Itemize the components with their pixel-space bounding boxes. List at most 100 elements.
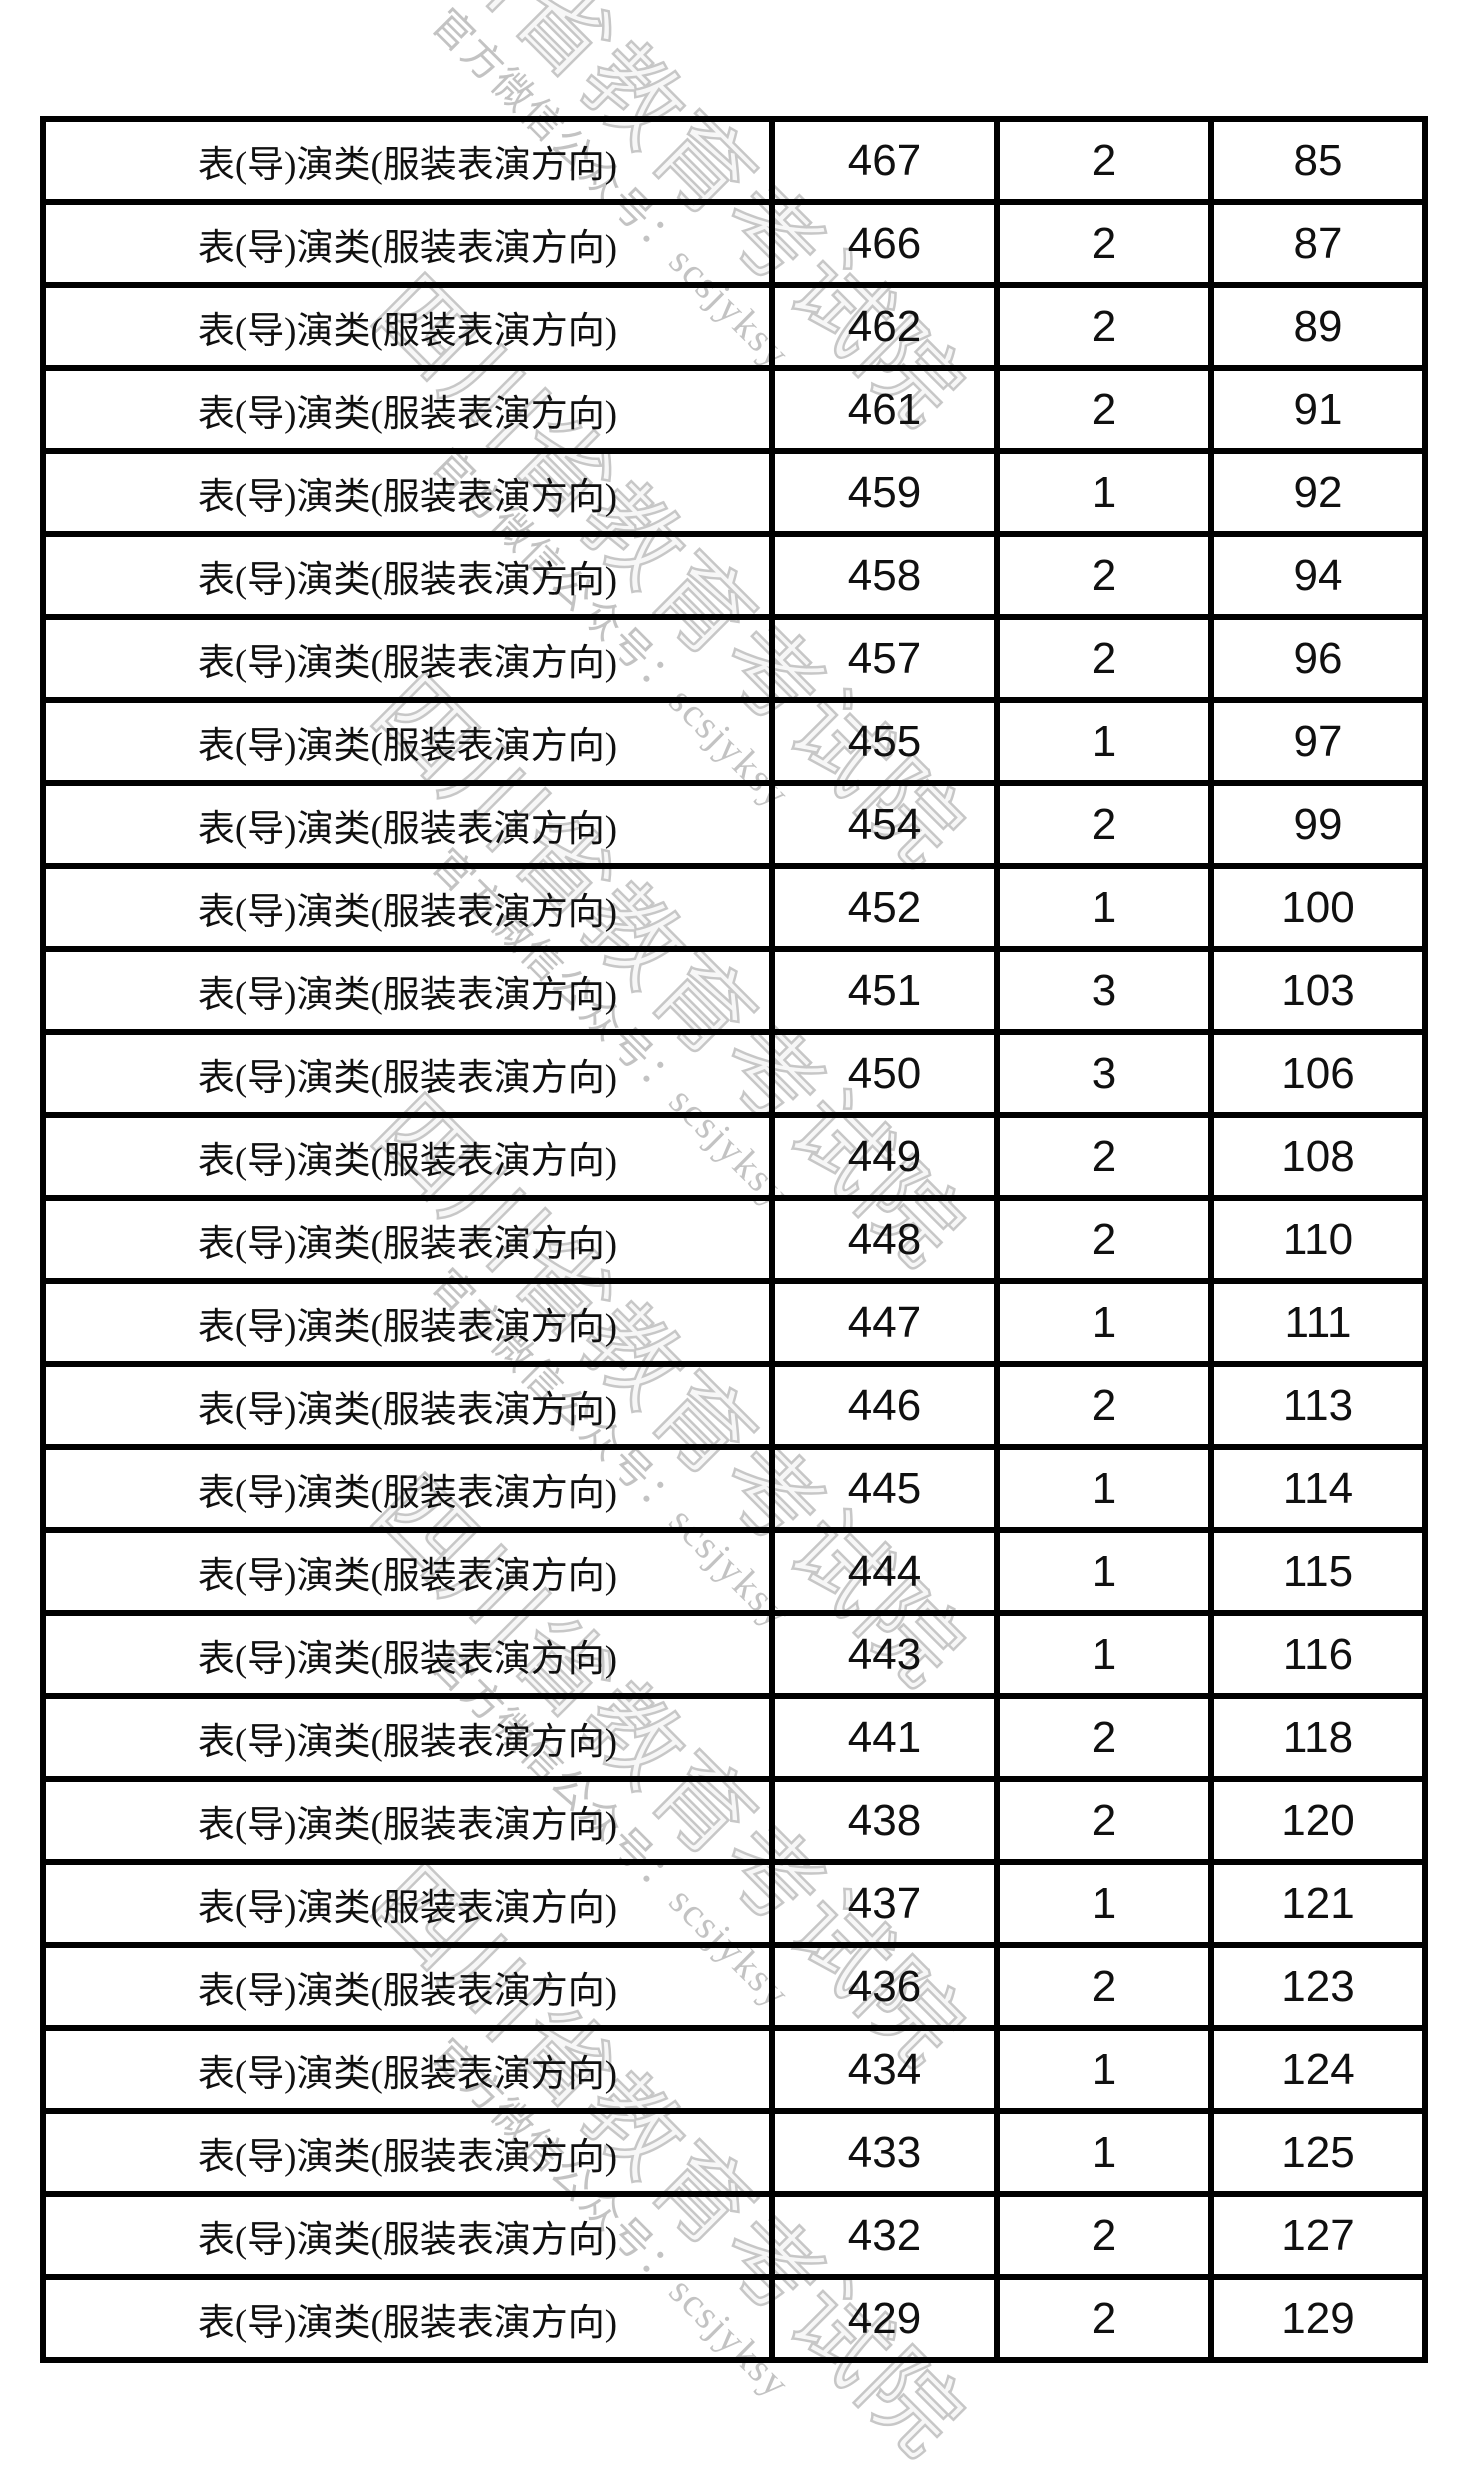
cumulative-count-cell: 96 <box>1208 614 1428 703</box>
category-cell: 表(导)演类(服装表演方向) <box>40 1029 775 1118</box>
table-row: 表(导)演类(服装表演方向) 466 2 87 <box>40 199 1428 288</box>
count-cell: 2 <box>994 1361 1214 1450</box>
cumulative-count-cell: 100 <box>1208 863 1428 952</box>
category-cell: 表(导)演类(服装表演方向) <box>40 780 775 869</box>
count-cell: 1 <box>994 1859 1214 1948</box>
cumulative-count-cell: 115 <box>1208 1527 1428 1616</box>
count-cell: 2 <box>994 1693 1214 1782</box>
table-row: 表(导)演类(服装表演方向) 450 3 106 <box>40 1029 1428 1118</box>
score-cell: 450 <box>769 1029 1000 1118</box>
table-row: 表(导)演类(服装表演方向) 438 2 120 <box>40 1776 1428 1865</box>
table-row: 表(导)演类(服装表演方向) 436 2 123 <box>40 1942 1428 2031</box>
category-cell: 表(导)演类(服装表演方向) <box>40 1527 775 1616</box>
category-cell: 表(导)演类(服装表演方向) <box>40 1693 775 1782</box>
category-cell: 表(导)演类(服装表演方向) <box>40 282 775 371</box>
table-row: 表(导)演类(服装表演方向) 459 1 92 <box>40 448 1428 537</box>
score-cell: 449 <box>769 1112 1000 1201</box>
count-cell: 1 <box>994 697 1214 786</box>
table-row: 表(导)演类(服装表演方向) 458 2 94 <box>40 531 1428 620</box>
score-cell: 434 <box>769 2025 1000 2114</box>
count-cell: 2 <box>994 531 1214 620</box>
category-cell: 表(导)演类(服装表演方向) <box>40 1112 775 1201</box>
category-cell: 表(导)演类(服装表演方向) <box>40 1195 775 1284</box>
count-cell: 1 <box>994 1527 1214 1616</box>
cumulative-count-cell: 92 <box>1208 448 1428 537</box>
count-cell: 1 <box>994 863 1214 952</box>
table-row: 表(导)演类(服装表演方向) 445 1 114 <box>40 1444 1428 1533</box>
count-cell: 1 <box>994 2108 1214 2197</box>
category-cell: 表(导)演类(服装表演方向) <box>40 365 775 454</box>
cumulative-count-cell: 91 <box>1208 365 1428 454</box>
count-cell: 2 <box>994 365 1214 454</box>
category-cell: 表(导)演类(服装表演方向) <box>40 863 775 952</box>
count-cell: 3 <box>994 946 1214 1035</box>
category-cell: 表(导)演类(服装表演方向) <box>40 1859 775 1948</box>
count-cell: 2 <box>994 199 1214 288</box>
score-cell: 441 <box>769 1693 1000 1782</box>
cumulative-count-cell: 127 <box>1208 2191 1428 2280</box>
score-cell: 436 <box>769 1942 1000 2031</box>
table-row: 表(导)演类(服装表演方向) 451 3 103 <box>40 946 1428 1035</box>
cumulative-count-cell: 103 <box>1208 946 1428 1035</box>
score-cell: 447 <box>769 1278 1000 1367</box>
category-cell: 表(导)演类(服装表演方向) <box>40 697 775 786</box>
category-cell: 表(导)演类(服装表演方向) <box>40 1610 775 1699</box>
score-cell: 467 <box>769 116 1000 205</box>
table-row: 表(导)演类(服装表演方向) 434 1 124 <box>40 2025 1428 2114</box>
count-cell: 1 <box>994 448 1214 537</box>
score-cell: 454 <box>769 780 1000 869</box>
table-row: 表(导)演类(服装表演方向) 433 1 125 <box>40 2108 1428 2197</box>
table-row: 表(导)演类(服装表演方向) 462 2 89 <box>40 282 1428 371</box>
table-row: 表(导)演类(服装表演方向) 467 2 85 <box>40 116 1428 205</box>
table-row: 表(导)演类(服装表演方向) 448 2 110 <box>40 1195 1428 1284</box>
cumulative-count-cell: 89 <box>1208 282 1428 371</box>
score-cell: 443 <box>769 1610 1000 1699</box>
score-cell: 429 <box>769 2274 1000 2363</box>
count-cell: 1 <box>994 1610 1214 1699</box>
cumulative-count-cell: 99 <box>1208 780 1428 869</box>
table-row: 表(导)演类(服装表演方向) 447 1 111 <box>40 1278 1428 1367</box>
cumulative-count-cell: 108 <box>1208 1112 1428 1201</box>
count-cell: 1 <box>994 1278 1214 1367</box>
category-cell: 表(导)演类(服装表演方向) <box>40 946 775 1035</box>
category-cell: 表(导)演类(服装表演方向) <box>40 1361 775 1450</box>
category-cell: 表(导)演类(服装表演方向) <box>40 2108 775 2197</box>
score-cell: 459 <box>769 448 1000 537</box>
count-cell: 2 <box>994 2191 1214 2280</box>
table-row: 表(导)演类(服装表演方向) 454 2 99 <box>40 780 1428 869</box>
cumulative-count-cell: 110 <box>1208 1195 1428 1284</box>
cumulative-count-cell: 125 <box>1208 2108 1428 2197</box>
category-cell: 表(导)演类(服装表演方向) <box>40 2274 775 2363</box>
table-row: 表(导)演类(服装表演方向) 437 1 121 <box>40 1859 1428 1948</box>
table-row: 表(导)演类(服装表演方向) 444 1 115 <box>40 1527 1428 1616</box>
count-cell: 2 <box>994 1942 1214 2031</box>
cumulative-count-cell: 124 <box>1208 2025 1428 2114</box>
table-row: 表(导)演类(服装表演方向) 446 2 113 <box>40 1361 1428 1450</box>
score-cell: 432 <box>769 2191 1000 2280</box>
table-row: 表(导)演类(服装表演方向) 461 2 91 <box>40 365 1428 454</box>
table-row: 表(导)演类(服装表演方向) 432 2 127 <box>40 2191 1428 2280</box>
table-row: 表(导)演类(服装表演方向) 449 2 108 <box>40 1112 1428 1201</box>
count-cell: 2 <box>994 1195 1214 1284</box>
score-cell: 452 <box>769 863 1000 952</box>
cumulative-count-cell: 111 <box>1208 1278 1428 1367</box>
score-cell: 438 <box>769 1776 1000 1865</box>
score-cell: 444 <box>769 1527 1000 1616</box>
table-row: 表(导)演类(服装表演方向) 457 2 96 <box>40 614 1428 703</box>
cumulative-count-cell: 87 <box>1208 199 1428 288</box>
count-cell: 2 <box>994 780 1214 869</box>
score-cell: 445 <box>769 1444 1000 1533</box>
category-cell: 表(导)演类(服装表演方向) <box>40 2025 775 2114</box>
cumulative-count-cell: 114 <box>1208 1444 1428 1533</box>
cumulative-count-cell: 120 <box>1208 1776 1428 1865</box>
cumulative-count-cell: 116 <box>1208 1610 1428 1699</box>
count-cell: 2 <box>994 2274 1214 2363</box>
category-cell: 表(导)演类(服装表演方向) <box>40 1278 775 1367</box>
category-cell: 表(导)演类(服装表演方向) <box>40 199 775 288</box>
category-cell: 表(导)演类(服装表演方向) <box>40 1444 775 1533</box>
score-cell: 458 <box>769 531 1000 620</box>
score-cell: 448 <box>769 1195 1000 1284</box>
count-cell: 2 <box>994 614 1214 703</box>
score-cell: 437 <box>769 1859 1000 1948</box>
